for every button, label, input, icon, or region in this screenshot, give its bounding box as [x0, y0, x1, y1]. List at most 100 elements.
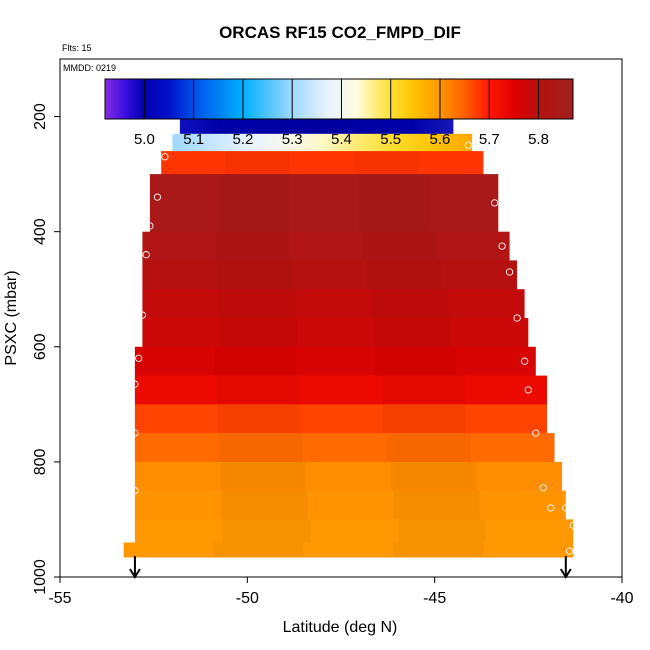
- flight-point: [524, 386, 532, 394]
- flight-point: [505, 268, 514, 276]
- heatmap-cell: [142, 231, 510, 262]
- colorbar-tick-label: 5.7: [479, 131, 500, 148]
- x-tick-label: -45: [423, 590, 446, 607]
- heatmap-cell-shade: [363, 232, 436, 261]
- colorbar: 5.0 5.1 5.2 5.3 5.4 5.5 5.6 5.7 5.8: [104, 78, 574, 148]
- heatmap-cell: [149, 174, 499, 204]
- heatmap-layers: [123, 105, 574, 558]
- heatmap-cell: [142, 260, 518, 290]
- heatmap-cell-shade: [220, 318, 297, 347]
- y-tick-label: 200: [32, 103, 49, 130]
- heatmap-cell-shade: [391, 462, 476, 491]
- heatmap-cell-shade: [359, 203, 429, 232]
- heatmap-cell-shade: [398, 519, 486, 542]
- heatmap-cell: [134, 461, 562, 492]
- flight-point: [513, 314, 521, 322]
- heatmap-cell-shade: [355, 151, 419, 174]
- flight-point: [539, 484, 547, 492]
- x-tick-label: -50: [236, 590, 259, 607]
- heatmap-cell-shade: [367, 260, 442, 289]
- y-tick-label: 1000: [32, 559, 49, 595]
- flight-point: [131, 487, 139, 495]
- y-axis: 200 400 600 800 1000: [32, 103, 60, 595]
- flight-point: [153, 193, 162, 201]
- heatmap-cell: [134, 346, 536, 377]
- colorbar-tick-label: 5.0: [134, 131, 155, 148]
- x-axis: -55 -50 -45 -40: [48, 577, 634, 607]
- colorbar-tick-label: 5.6: [430, 131, 451, 148]
- heatmap-cell-shade: [216, 232, 289, 261]
- heatmap-cell-shade: [223, 519, 311, 542]
- y-tick-label: 400: [32, 218, 49, 245]
- x-tick-label: -55: [48, 590, 71, 607]
- heatmap-cell: [142, 318, 529, 348]
- flight-point: [565, 547, 574, 555]
- heatmap-cell-shade: [387, 433, 471, 462]
- flight-point: [131, 429, 139, 437]
- heatmap-cell-shade: [372, 289, 448, 318]
- heatmap-cell-shade: [221, 491, 307, 520]
- heatmap-cell-shade: [217, 260, 292, 289]
- colorbar-tick-label: 5.1: [183, 131, 204, 148]
- flight-point: [490, 199, 499, 207]
- heatmap-cell: [134, 519, 574, 543]
- flights-label: Flts: 15: [62, 43, 92, 53]
- colorbar-gradient: [104, 78, 574, 120]
- flight-point: [168, 127, 177, 135]
- heatmap-cell-shade: [359, 174, 429, 203]
- flight-point: [569, 504, 577, 512]
- colorbar-tick-label: 5.4: [331, 131, 352, 148]
- colorbar-tick-label: 5.8: [528, 131, 549, 148]
- flight-point: [161, 153, 169, 161]
- colorbar-tick-label: 5.2: [233, 131, 254, 148]
- y-tick-label: 800: [32, 448, 49, 475]
- heatmap-cell: [161, 151, 484, 175]
- flight-point: [138, 311, 147, 319]
- flight-point: [123, 533, 132, 541]
- heatmap-cell-shade: [219, 289, 295, 318]
- flight-point: [547, 504, 555, 512]
- flight-point: [464, 141, 473, 149]
- x-axis-label: Latitude (deg N): [283, 619, 398, 636]
- heatmap-cell: [134, 490, 566, 521]
- heatmap-cell: [134, 404, 547, 434]
- heatmap-cell-shade: [374, 318, 451, 347]
- colorbar-tick-label: 5.3: [282, 131, 303, 148]
- date-label: MMDD: 0219: [63, 63, 116, 73]
- heatmap-cell: [123, 542, 574, 558]
- flight-point: [562, 504, 570, 512]
- heatmap-cell-shade: [217, 376, 299, 405]
- heatmap-cell-shade: [394, 543, 484, 557]
- flight-point: [142, 251, 150, 259]
- x-tick-label: -40: [610, 590, 633, 607]
- heatmap-cell-shade: [217, 404, 299, 433]
- colorbar-tick-label: 5.5: [380, 131, 401, 148]
- arrow-head: [559, 568, 572, 579]
- heatmap-cell: [172, 133, 473, 152]
- flight-point: [569, 521, 577, 529]
- y-tick-label: 600: [32, 333, 49, 360]
- heatmap-cell-shade: [220, 203, 290, 232]
- heatmap-cell-shade: [214, 543, 304, 557]
- heatmap-cell-shade: [226, 151, 290, 174]
- heatmap-cell: [134, 375, 547, 405]
- arrow-head: [129, 568, 141, 579]
- heatmap-cell-shade: [382, 404, 464, 433]
- heatmap-cell-shade: [394, 491, 480, 520]
- heatmap-cell: [142, 289, 525, 319]
- chart-title: ORCAS RF15 CO2_FMPD_DIF: [219, 23, 461, 42]
- heatmap-cell: [134, 433, 555, 463]
- heatmap-cell-shade: [219, 433, 303, 462]
- flight-point: [131, 380, 139, 388]
- heatmap-cell: [149, 202, 499, 233]
- heatmap-cell-shade: [220, 462, 305, 491]
- y-axis-label: PSXC (mbar): [3, 270, 20, 365]
- heatmap-cell-shade: [215, 347, 295, 376]
- plot-frame: [59, 58, 623, 578]
- flight-point: [498, 242, 506, 250]
- flight-point: [520, 357, 529, 365]
- heatmap-cell-shade: [220, 174, 290, 203]
- flight-point: [146, 222, 154, 230]
- heatmap-cell-shade: [376, 347, 456, 376]
